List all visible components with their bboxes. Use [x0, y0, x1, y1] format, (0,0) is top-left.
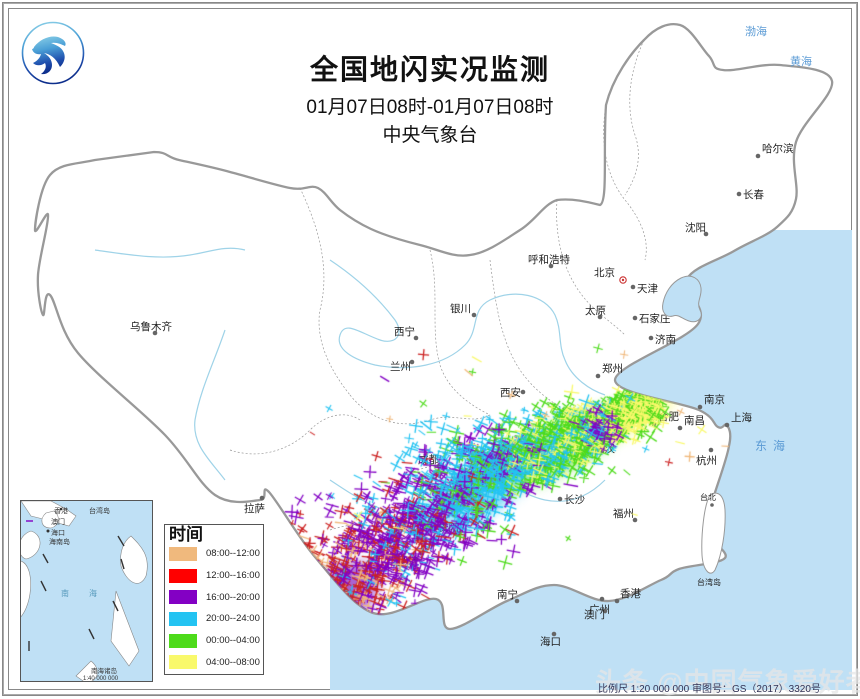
svg-text:南: 南 [61, 588, 69, 598]
svg-text:1:40 000 000: 1:40 000 000 [83, 676, 119, 682]
svg-text:台湾岛: 台湾岛 [89, 506, 110, 515]
svg-text:澳门: 澳门 [51, 517, 65, 526]
svg-text:海南岛: 海南岛 [49, 537, 70, 546]
svg-text:海口: 海口 [51, 528, 65, 537]
svg-text:香港: 香港 [54, 506, 68, 515]
svg-text:南海诸岛: 南海诸岛 [91, 666, 117, 675]
svg-text:海: 海 [89, 588, 97, 598]
